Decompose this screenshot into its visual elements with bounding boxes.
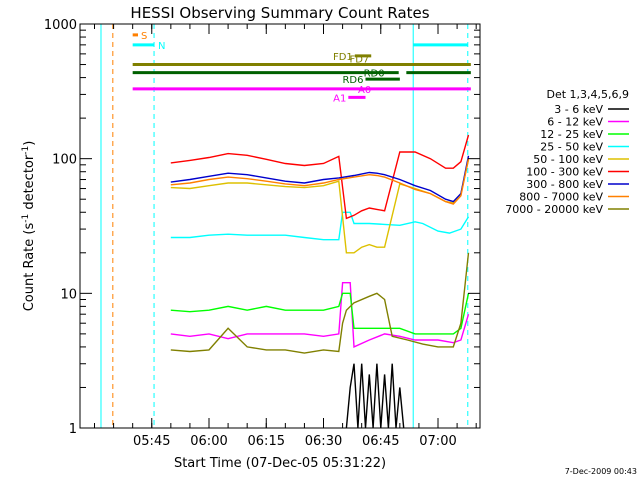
y-tick-label-3: 1000 bbox=[44, 18, 77, 33]
legend-label-5: 100 - 300 keV bbox=[526, 166, 603, 179]
flag-label-0: S bbox=[141, 31, 147, 42]
x-axis: 05:45 06:00 06:15 06:30 06:45 07:00 bbox=[94, 24, 477, 449]
x-tick-label-0: 05:45 bbox=[133, 434, 170, 449]
legend-label-0: 3 - 6 keV bbox=[554, 103, 603, 116]
x-tick-label-1: 06:00 bbox=[190, 434, 227, 449]
legend-label-2: 12 - 25 keV bbox=[540, 128, 603, 141]
series-line-7 bbox=[170, 158, 470, 205]
x-tick-label-2: 06:15 bbox=[248, 434, 285, 449]
flag-label-5: RD0 bbox=[364, 69, 385, 80]
y-axis: 1 10 100 1000 bbox=[44, 18, 480, 437]
x-axis-title: Start Time (07-Dec-05 05:31:22) bbox=[174, 456, 386, 471]
series-line-1 bbox=[170, 282, 470, 348]
flag-label-3: FD1 bbox=[333, 52, 353, 63]
x-tick-label-3: 06:30 bbox=[305, 434, 342, 449]
y-tick-label-2: 100 bbox=[52, 153, 77, 168]
series-lines bbox=[170, 134, 470, 429]
series-line-6 bbox=[170, 155, 470, 203]
series-line-0 bbox=[345, 363, 405, 429]
time-boundaries bbox=[100, 24, 469, 428]
legend-label-4: 50 - 100 keV bbox=[533, 153, 603, 166]
legend-label-7: 800 - 7000 keV bbox=[519, 191, 603, 204]
flag-label-4: FD7 bbox=[349, 55, 369, 66]
series-line-8 bbox=[170, 252, 470, 354]
series-line-2 bbox=[170, 292, 470, 335]
legend-label-3: 25 - 50 keV bbox=[540, 141, 603, 154]
y-tick-label-1: 10 bbox=[60, 287, 77, 302]
footer-date: 7-Dec-2009 00:43 bbox=[565, 467, 637, 476]
flag-label-9: A1 bbox=[333, 93, 346, 104]
x-tick-label-4: 06:45 bbox=[362, 434, 399, 449]
legend-label-8: 7000 - 20000 keV bbox=[505, 203, 603, 216]
flag-label-1: N bbox=[158, 41, 165, 52]
flag-label-8: A0 bbox=[358, 85, 371, 96]
y-axis-title: Count Rate (s-1 detector-1) bbox=[21, 141, 37, 312]
series-line-5 bbox=[170, 134, 470, 220]
legend-title: Det 1,3,4,5,6,9 bbox=[546, 88, 629, 101]
y-tick-label-0: 1 bbox=[69, 422, 77, 437]
x-tick-label-5: 07:00 bbox=[419, 434, 456, 449]
series-line-3 bbox=[170, 211, 470, 241]
chart-title: HESSI Observing Summary Count Rates bbox=[130, 4, 429, 22]
legend-label-6: 300 - 800 keV bbox=[526, 178, 603, 191]
legend-label-1: 6 - 12 keV bbox=[547, 116, 603, 129]
flag-label-7: RD6 bbox=[342, 75, 363, 86]
plot-frame bbox=[79, 23, 481, 429]
